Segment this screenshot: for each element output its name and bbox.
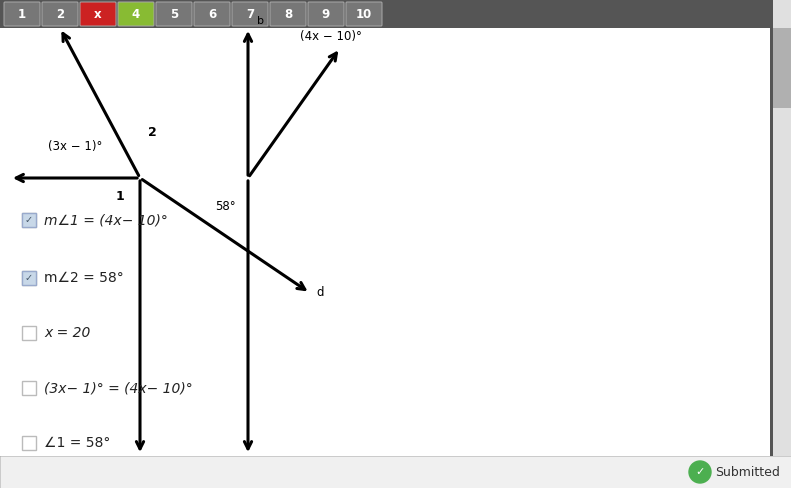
Circle shape — [689, 461, 711, 483]
FancyBboxPatch shape — [4, 2, 40, 26]
Text: x: x — [94, 7, 102, 20]
FancyBboxPatch shape — [42, 2, 78, 26]
Text: 9: 9 — [322, 7, 330, 20]
Bar — [22, 213, 36, 227]
Text: 8: 8 — [284, 7, 292, 20]
Text: x = 20: x = 20 — [44, 326, 90, 340]
FancyBboxPatch shape — [156, 2, 192, 26]
Text: ✓: ✓ — [695, 467, 705, 477]
Text: (4x − 10)°: (4x − 10)° — [300, 30, 361, 43]
Text: Submitted: Submitted — [715, 466, 780, 479]
Text: 10: 10 — [356, 7, 372, 20]
Bar — [0, 456, 791, 488]
Text: ✓: ✓ — [25, 273, 33, 283]
Text: 7: 7 — [246, 7, 254, 20]
Bar — [773, 28, 791, 108]
FancyBboxPatch shape — [194, 2, 230, 26]
Text: 1: 1 — [115, 190, 124, 203]
Bar — [0, 0, 791, 28]
Text: m∠1 = (4x− 10)°: m∠1 = (4x− 10)° — [44, 213, 168, 227]
Text: 2: 2 — [56, 7, 64, 20]
Text: 1: 1 — [18, 7, 26, 20]
Text: 6: 6 — [208, 7, 216, 20]
Text: d: d — [316, 286, 324, 299]
Bar — [22, 213, 36, 227]
Text: ∠1 = 58°: ∠1 = 58° — [44, 436, 111, 450]
Text: 4: 4 — [132, 7, 140, 20]
FancyBboxPatch shape — [346, 2, 382, 26]
Bar — [773, 0, 791, 456]
Text: 5: 5 — [170, 7, 178, 20]
FancyBboxPatch shape — [118, 2, 154, 26]
Bar — [22, 271, 36, 285]
FancyBboxPatch shape — [232, 2, 268, 26]
Text: b: b — [256, 16, 263, 26]
FancyBboxPatch shape — [308, 2, 344, 26]
Bar — [22, 436, 36, 450]
Bar — [22, 381, 36, 395]
Text: 58°: 58° — [214, 200, 235, 213]
Text: m∠2 = 58°: m∠2 = 58° — [44, 271, 123, 285]
Bar — [22, 326, 36, 340]
FancyBboxPatch shape — [270, 2, 306, 26]
Text: ✓: ✓ — [25, 215, 33, 225]
Text: 2: 2 — [148, 126, 157, 139]
Bar — [22, 271, 36, 285]
FancyBboxPatch shape — [80, 2, 116, 26]
Text: (3x− 1)° = (4x− 10)°: (3x− 1)° = (4x− 10)° — [44, 381, 193, 395]
Text: (3x − 1)°: (3x − 1)° — [47, 140, 102, 153]
